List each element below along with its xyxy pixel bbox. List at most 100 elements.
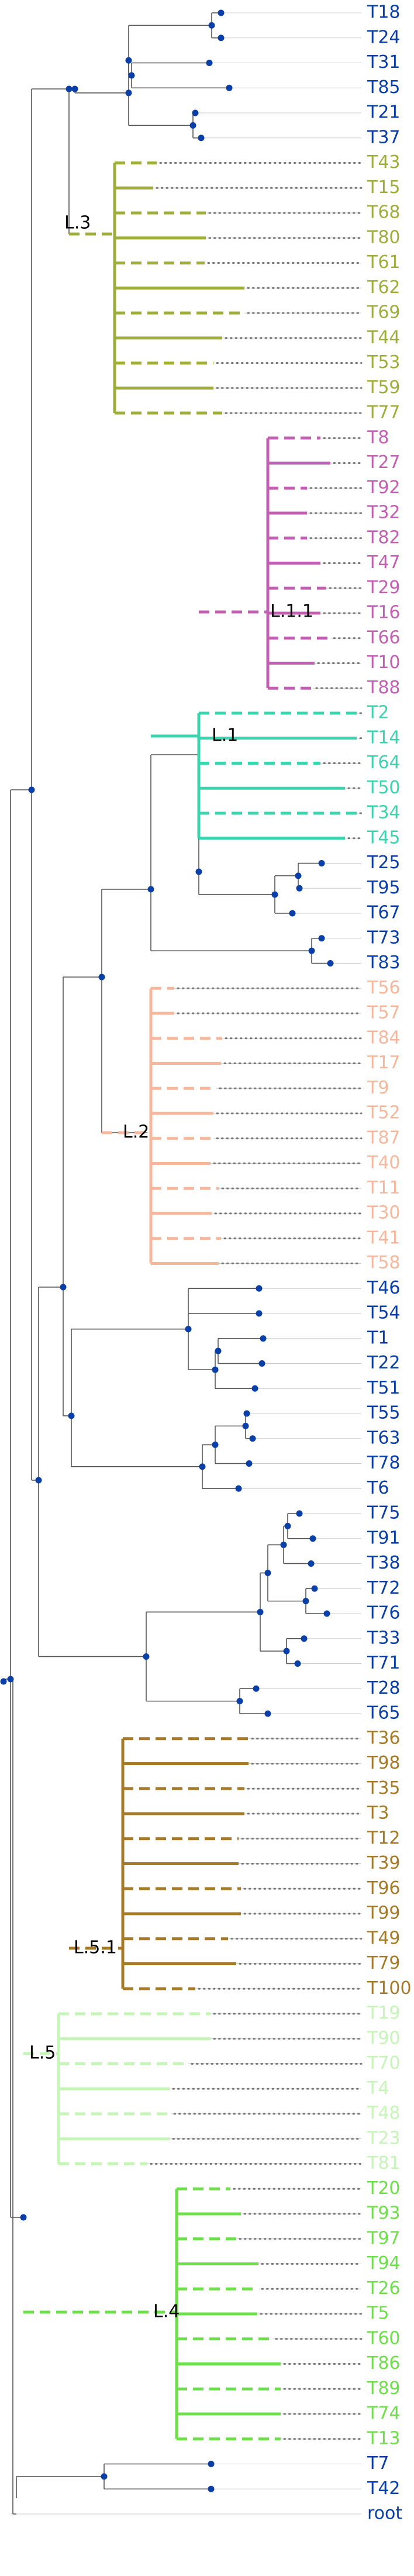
leaf-node-T78	[246, 1460, 253, 1467]
leaf-label-T60: T60	[367, 2328, 401, 2348]
leaf-node-T63	[249, 1435, 256, 1442]
tree-node	[68, 1412, 75, 1419]
leaf-label-T78: T78	[367, 1453, 401, 1473]
leaf-label-T3: T3	[367, 1803, 389, 1824]
tree-node	[242, 1422, 249, 1429]
leaf-label-T98: T98	[367, 1753, 401, 1773]
leaf-label-T15: T15	[367, 177, 401, 198]
tree-node	[212, 1441, 219, 1448]
leaf-label-T31: T31	[367, 52, 401, 73]
leaf-label-T6: T6	[367, 1478, 389, 1498]
leaf-node-T75	[296, 1510, 303, 1517]
clade-label-L3: L.3	[64, 213, 91, 233]
tree-node	[7, 1676, 14, 1683]
leaf-label-T44: T44	[367, 327, 401, 348]
tree-node	[125, 57, 132, 64]
leaf-label-T83: T83	[367, 952, 401, 973]
leaf-node-T22	[258, 1360, 265, 1367]
leaf-label-T66: T66	[367, 627, 401, 648]
leaf-label-T28: T28	[367, 1678, 401, 1698]
leaf-label-T57: T57	[367, 1003, 401, 1023]
leaf-label-T11: T11	[367, 1178, 401, 1198]
leaf-label-T45: T45	[367, 827, 401, 848]
leaf-node-T83	[327, 960, 334, 967]
leaf-label-T69: T69	[367, 302, 401, 323]
leaf-label-T34: T34	[367, 803, 401, 823]
leaf-node-T91	[309, 1535, 316, 1542]
leaf-node-T18	[218, 9, 225, 16]
leaf-node-T71	[294, 1660, 301, 1667]
leaf-label-T62: T62	[367, 277, 401, 298]
leaf-label-T37: T37	[367, 127, 401, 147]
leaf-label-T48: T48	[367, 2103, 401, 2124]
leaf-label-T56: T56	[367, 978, 401, 998]
leaf-label-T64: T64	[367, 752, 401, 773]
leaf-label-T49: T49	[367, 1928, 401, 1948]
leaf-label-T5: T5	[367, 2303, 389, 2324]
tree-node	[212, 1366, 219, 1373]
tree-node	[302, 1598, 309, 1605]
leaf-label-T46: T46	[367, 1278, 401, 1298]
leaf-node-T67	[289, 910, 296, 917]
leaf-label-T12: T12	[367, 1828, 401, 1848]
leaf-label-T19: T19	[367, 2003, 401, 2024]
leaf-label-T67: T67	[367, 903, 401, 923]
leaf-label-T100: T100	[367, 1978, 412, 1999]
leaf-labels: T18 T24 T31 T85 T21 T37 T43 T15 T68 T80 T61 T62 T69 T…	[367, 2, 412, 2524]
leaf-label-T85: T85	[367, 77, 401, 98]
leaf-node-T1	[260, 1335, 267, 1342]
leaf-label-T88: T88	[367, 677, 401, 698]
leaf-node-T46	[256, 1285, 263, 1292]
leaf-label-T47: T47	[367, 552, 401, 573]
leaf-label-T22: T22	[367, 1353, 401, 1373]
tree-node	[185, 1326, 192, 1333]
leaf-label-T29: T29	[367, 577, 401, 598]
clade-label-L5-1: L.5.1	[74, 1938, 117, 1958]
leaf-label-T82: T82	[367, 527, 401, 548]
leaf-label-T73: T73	[367, 927, 401, 948]
tree-nodes	[0, 9, 334, 2492]
leaf-label-T63: T63	[367, 1428, 401, 1448]
clade-label-L1: L.1	[212, 725, 238, 746]
tree-node	[189, 122, 196, 129]
leaf-node-T24	[218, 35, 225, 42]
leaf-label-T27: T27	[367, 452, 401, 473]
leaf-label-T26: T26	[367, 2278, 401, 2299]
leaf-node-T38	[308, 1560, 315, 1567]
leaf-label-T76: T76	[367, 1603, 401, 1624]
leaf-label-T86: T86	[367, 2353, 401, 2374]
leaf-label-T25: T25	[367, 852, 401, 873]
leaf-label-T92: T92	[367, 477, 401, 498]
tree-node	[283, 1648, 290, 1655]
leaf-node-T73	[318, 935, 325, 942]
leaf-label-T30: T30	[367, 1203, 401, 1223]
tree-node	[128, 72, 135, 79]
tree-node	[98, 974, 105, 981]
leaf-node-T51	[251, 1385, 258, 1392]
leaf-label-T41: T41	[367, 1227, 401, 1248]
leaf-label-T93: T93	[367, 2203, 401, 2224]
tree-node	[28, 786, 35, 793]
leaf-node-T31	[206, 60, 213, 66]
leaf-node-T42	[208, 2485, 215, 2492]
tree-node	[284, 1522, 291, 1529]
leaf-node-T85	[226, 84, 233, 91]
tree-node	[35, 1477, 42, 1484]
leaf-label-T87: T87	[367, 1127, 401, 1148]
leaf-node-T6	[235, 1485, 242, 1492]
tree-node	[71, 85, 78, 92]
tree-node	[101, 2473, 108, 2480]
tree-node	[208, 22, 215, 29]
leaf-label-T96: T96	[367, 1878, 401, 1899]
tree-node	[295, 872, 302, 879]
leaf-label-T14: T14	[367, 727, 401, 748]
tree-node	[125, 90, 132, 97]
leaf-label-T80: T80	[367, 227, 401, 247]
leaf-label-T21: T21	[367, 102, 401, 123]
leaf-label-T84: T84	[367, 1027, 401, 1048]
leaf-label-T59: T59	[367, 377, 401, 398]
tree-node	[0, 1678, 7, 1685]
leaf-label-T32: T32	[367, 503, 401, 523]
leaf-label-T18: T18	[367, 2, 401, 23]
